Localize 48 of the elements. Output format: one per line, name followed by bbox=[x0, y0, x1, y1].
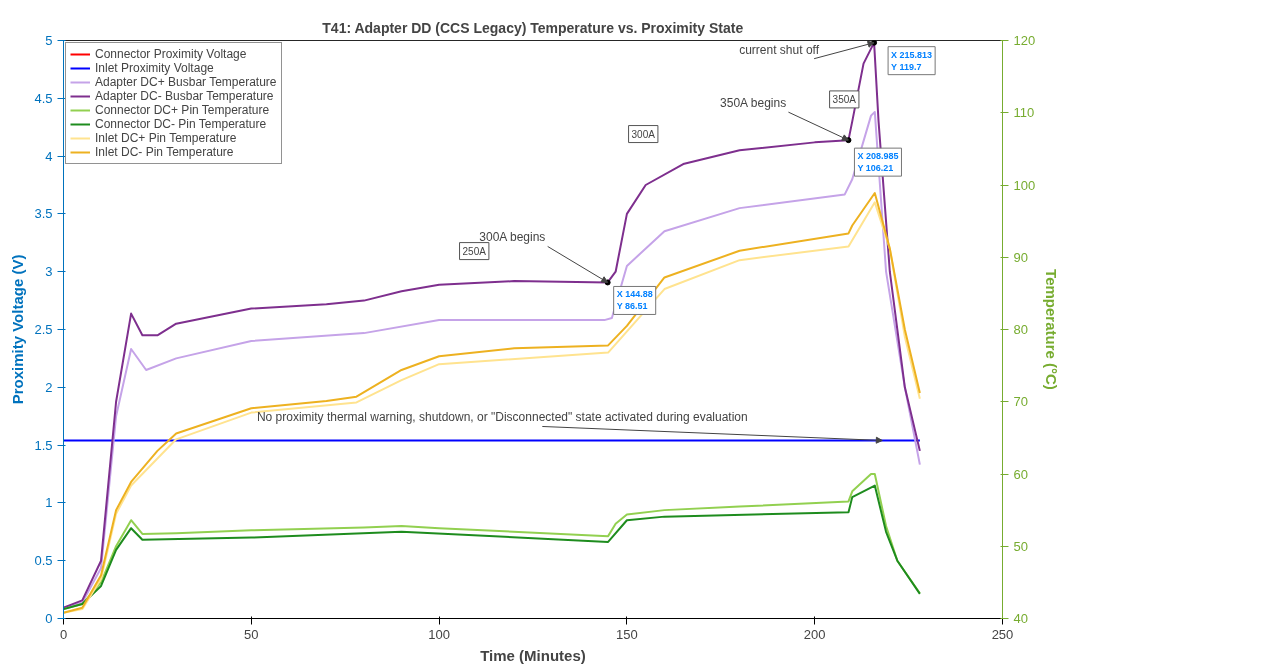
chart-title: T41: Adapter DD (CCS Legacy) Temperature vs. Proximity State bbox=[322, 19, 744, 36]
y2-tick-label: 80 bbox=[1013, 322, 1028, 337]
annotation: 300A bbox=[631, 128, 656, 140]
y-tick-label: 4 bbox=[45, 148, 53, 164]
y-tick-label: 0.5 bbox=[34, 553, 53, 569]
legend-label: Adapter DC- Busbar Temperature bbox=[95, 89, 274, 103]
annotation: X 144.88 Y 86.51 bbox=[616, 289, 653, 312]
y2-tick-label: 50 bbox=[1013, 538, 1028, 554]
annotation: current shut off bbox=[739, 42, 820, 57]
y-tick-label: 0 bbox=[45, 611, 53, 626]
legend-label: Adapter DC+ Busbar Temperature bbox=[95, 75, 277, 89]
annotation: 350A bbox=[832, 93, 857, 105]
y-tick-label: 3.5 bbox=[34, 206, 53, 222]
y2-tick-label: 40 bbox=[1013, 611, 1028, 626]
y-tick-label: 4.5 bbox=[34, 90, 53, 106]
y2-tick-label: 120 bbox=[1013, 33, 1036, 48]
y-tick-label: 1 bbox=[45, 495, 53, 511]
y-tick-label: 3 bbox=[45, 264, 53, 280]
annotation: X 208.985 Y 106.21 bbox=[857, 151, 899, 174]
y-axis-title: Proximity Voltage (V) bbox=[9, 254, 27, 405]
annotation: 250A bbox=[462, 245, 487, 257]
x-axis-title: Time (Minutes) bbox=[480, 646, 586, 664]
annotation: X 215.813 Y 119.7 bbox=[891, 49, 933, 72]
legend-label: Connector DC+ Pin Temperature bbox=[95, 103, 270, 117]
annotation: No proximity thermal warning, shutdown, or "Disconnected" state activated during evaluation bbox=[256, 410, 748, 425]
annotation: 300A begins bbox=[479, 230, 546, 245]
y-tick-label: 1.5 bbox=[34, 437, 53, 453]
x-tick-label: 150 bbox=[616, 626, 638, 642]
x-tick-label: 250 bbox=[991, 626, 1014, 642]
y-tick-label: 2 bbox=[45, 379, 53, 395]
y2-axis-title: Temperature (°C) bbox=[1043, 269, 1061, 390]
y-tick-label: 5 bbox=[45, 33, 53, 48]
legend-label: Inlet DC- Pin Temperature bbox=[95, 145, 234, 159]
y2-tick-label: 100 bbox=[1013, 177, 1036, 193]
legend-label: Connector Proximity Voltage bbox=[95, 47, 247, 61]
y2-tick-label: 110 bbox=[1013, 105, 1035, 121]
legend-label: Inlet DC+ Pin Temperature bbox=[95, 131, 237, 145]
annotation: 350A begins bbox=[720, 96, 787, 111]
y2-tick-label: 60 bbox=[1013, 466, 1028, 482]
x-tick-label: 0 bbox=[59, 626, 68, 642]
y2-tick-label: 90 bbox=[1013, 249, 1028, 265]
legend-label: Connector DC- Pin Temperature bbox=[95, 117, 267, 131]
y2-tick-label: 70 bbox=[1013, 394, 1028, 410]
y-tick-label: 2.5 bbox=[34, 322, 53, 337]
legend-label: Inlet Proximity Voltage bbox=[95, 61, 214, 75]
x-tick-label: 50 bbox=[244, 626, 259, 642]
x-tick-label: 200 bbox=[803, 626, 826, 642]
x-tick-label: 100 bbox=[428, 626, 450, 642]
